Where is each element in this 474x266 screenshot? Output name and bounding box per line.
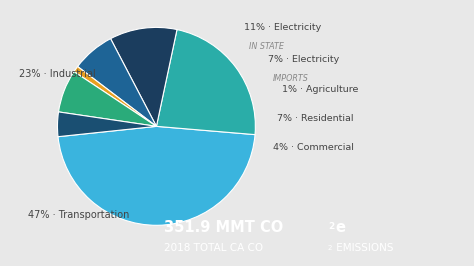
Wedge shape [58,72,156,126]
Text: IN STATE: IN STATE [249,42,284,51]
Text: 7% · Electricity: 7% · Electricity [268,55,339,64]
Wedge shape [78,39,156,126]
Wedge shape [58,126,255,225]
Wedge shape [57,112,156,137]
Text: 7% · Residential: 7% · Residential [277,114,354,123]
Text: IMPORTS: IMPORTS [273,74,309,83]
Text: 2: 2 [328,245,332,251]
Text: 11% · Electricity: 11% · Electricity [244,23,321,32]
Text: 1% · Agriculture: 1% · Agriculture [282,85,358,94]
Wedge shape [110,27,177,126]
Text: e: e [335,220,346,235]
Text: 4% · Commercial: 4% · Commercial [273,143,354,152]
Text: EMISSIONS: EMISSIONS [332,243,393,253]
Wedge shape [156,30,255,135]
Text: 23% · Industrial: 23% · Industrial [19,69,96,80]
Text: 2: 2 [328,222,335,231]
Text: 2018 TOTAL CA CO: 2018 TOTAL CA CO [164,243,263,253]
Text: 47% · Transportation: 47% · Transportation [28,210,130,221]
Text: 351.9 MMT CO: 351.9 MMT CO [164,220,283,235]
Wedge shape [74,66,156,126]
